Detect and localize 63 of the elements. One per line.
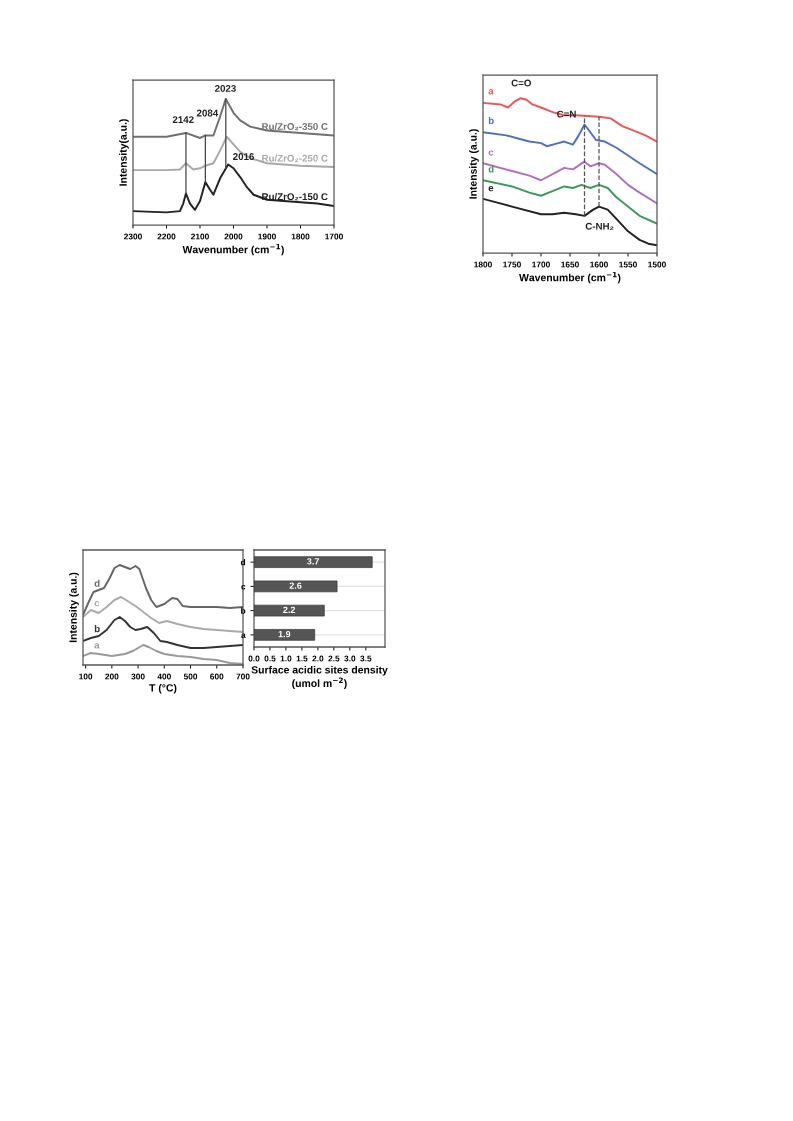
data-label: 2.6 — [289, 582, 302, 589]
x-tick-label: 3.5 — [360, 655, 372, 662]
y-axis-title: Intensity (a.u.) — [469, 129, 479, 199]
x-tick-label: 2.5 — [328, 655, 340, 662]
x-tick-label: 1.0 — [280, 655, 292, 662]
x-tick-label: 1650 — [561, 261, 579, 268]
data-label: 3.7 — [307, 558, 319, 565]
x-tick-label: 2100 — [191, 233, 209, 240]
annotation: 2142 — [172, 116, 194, 123]
series-label: d — [488, 165, 494, 173]
x-tick-label: 400 — [157, 673, 171, 680]
series-label: c — [94, 601, 100, 607]
x-axis-title: T (°C) — [149, 683, 177, 694]
series-label: c — [488, 150, 494, 156]
series-label: Ru/ZrO₂-350 C — [262, 122, 328, 131]
series-label: Ru/ZrO₂-250 C — [262, 154, 328, 162]
data-label: 2.2 — [283, 606, 296, 613]
x-tick-label: 1700 — [532, 261, 550, 268]
x-tick-label: 500 — [183, 673, 198, 680]
x-tick-label: 2.0 — [312, 655, 324, 662]
annotation: C=N — [557, 110, 576, 118]
series-label: b — [488, 116, 494, 125]
x-tick-label: 1600 — [590, 261, 608, 268]
text: C=O — [511, 79, 531, 87]
x-tick-label: 2200 — [157, 233, 176, 240]
x-axis-title: Wavenumber (cm$^{−1}$) — [182, 243, 284, 256]
x-tick-label: 2000 — [224, 233, 243, 240]
y-axis-title: Intensity (a.u.) — [69, 572, 79, 643]
y-axis-title: Intensity(a.u.) — [119, 119, 129, 186]
x-tick-label: 1900 — [258, 233, 276, 240]
annotation: 2084 — [196, 109, 219, 117]
x-tick-label: 600 — [210, 673, 224, 680]
x-tick-label: 1800 — [291, 233, 310, 240]
y-tick-label: a — [241, 633, 246, 638]
x-axis-title: Wavenumber (cm$^{−1}$) — [519, 271, 621, 284]
annotation: 2016 — [233, 153, 255, 160]
x-tick-label: 300 — [131, 673, 145, 680]
y-tick-label: b — [241, 607, 246, 614]
series-label: b — [94, 625, 100, 633]
annotation: C-NH₂ — [585, 222, 614, 230]
x-axis-title: Surface acidic sites density (umol m$^{−2}$) — [251, 665, 388, 690]
x-tick-label: 200 — [105, 673, 119, 680]
x-tick-label: 0.5 — [264, 655, 276, 662]
x-tick-label: 1750 — [503, 261, 521, 268]
series-label: Ru/ZrO₂-150 C — [262, 192, 328, 201]
y-tick-label: d — [240, 559, 246, 566]
y-tick-label: c — [241, 584, 246, 590]
x-tick-label: 100 — [79, 673, 93, 680]
text: 2023 — [214, 84, 236, 92]
x-tick-label: 1550 — [619, 261, 637, 268]
x-tick-label: 1.5 — [296, 655, 308, 662]
x-tick-label: 700 — [236, 673, 250, 680]
x-tick-label: 3.0 — [344, 655, 356, 662]
series-label: d — [94, 579, 100, 587]
x-tick-label: 1700 — [325, 233, 343, 240]
series-label: e — [488, 186, 494, 192]
x-tick-label: 0.0 — [248, 655, 260, 662]
series-label: a — [488, 89, 494, 95]
data-label: 1.9 — [278, 630, 291, 638]
x-tick-label: 1800 — [474, 261, 492, 268]
series-label: a — [94, 643, 100, 649]
x-tick-label: 2300 — [124, 233, 142, 240]
x-tick-label: 1500 — [648, 261, 666, 268]
